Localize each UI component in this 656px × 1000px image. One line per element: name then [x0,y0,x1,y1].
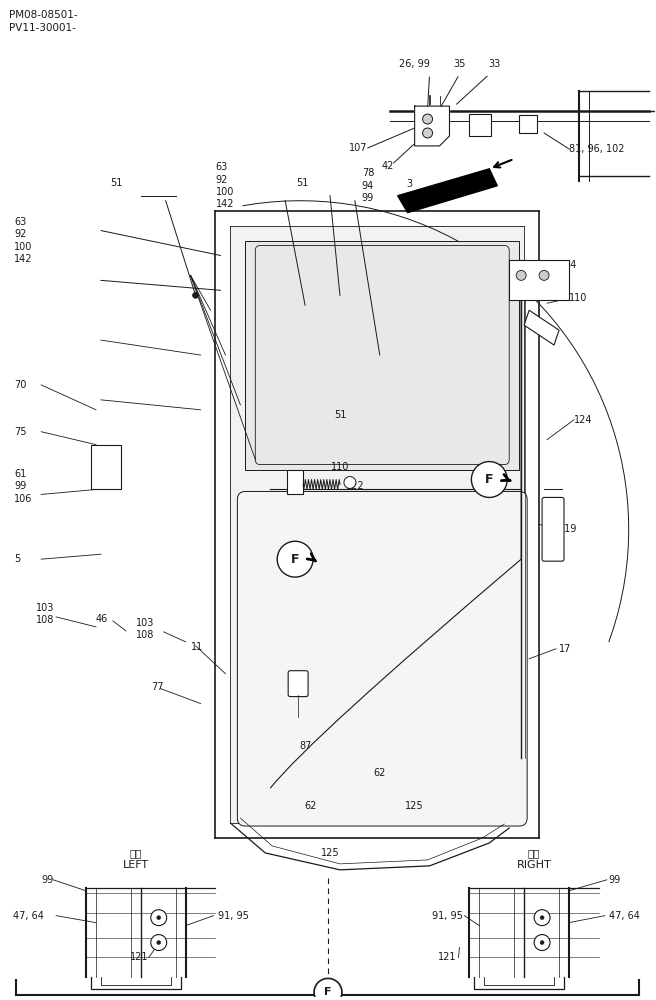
Text: 125: 125 [405,801,424,811]
Circle shape [151,935,167,951]
Text: F: F [291,553,299,566]
Circle shape [422,128,432,138]
Text: 125: 125 [321,848,339,858]
Text: 121: 121 [438,952,457,962]
Text: 35: 35 [453,59,466,69]
Text: 47, 64: 47, 64 [13,911,44,921]
Text: LEFT: LEFT [123,860,149,870]
FancyBboxPatch shape [542,497,564,561]
Circle shape [516,270,526,280]
Bar [245,241,519,470]
Text: 77: 77 [151,682,163,692]
Bar [470,114,491,136]
Circle shape [540,941,544,945]
Text: 左側: 左側 [130,848,142,858]
Circle shape [539,270,549,280]
Text: 70: 70 [14,380,27,390]
Text: 121: 121 [131,952,149,962]
Circle shape [534,910,550,926]
Polygon shape [398,169,497,213]
Text: 右側: 右側 [528,848,541,858]
Text: 51: 51 [296,178,308,188]
Bar [509,260,569,300]
Text: 103
108: 103 108 [136,618,154,640]
Text: RIGHT: RIGHT [517,860,552,870]
Circle shape [314,978,342,1000]
Text: 11: 11 [191,642,203,652]
Circle shape [277,541,313,577]
Circle shape [337,292,343,298]
Circle shape [534,935,550,951]
Circle shape [151,910,167,926]
Text: 75: 75 [14,427,27,437]
Text: F: F [485,473,493,486]
Text: 62: 62 [374,768,386,778]
Text: F: F [324,987,332,997]
Text: 119: 119 [559,524,577,534]
Text: 91, 95: 91, 95 [432,911,462,921]
Text: 78
94
99: 78 94 99 [362,168,374,203]
Text: 47, 64: 47, 64 [609,911,640,921]
Circle shape [377,352,382,358]
Text: 62: 62 [304,801,316,811]
Circle shape [422,114,432,124]
Text: 110: 110 [331,462,349,472]
Bar [91,445,121,489]
Text: 114: 114 [559,260,577,270]
Text: 33: 33 [488,59,501,69]
Text: 81, 96, 102: 81, 96, 102 [569,144,625,154]
Polygon shape [415,106,449,146]
Circle shape [193,292,199,298]
FancyBboxPatch shape [237,491,527,826]
Bar [230,226,524,823]
Text: 3: 3 [407,179,413,189]
Text: 63
92
100
142: 63 92 100 142 [14,217,33,264]
Circle shape [472,462,507,497]
Text: 124: 124 [574,415,592,425]
Circle shape [540,916,544,920]
Text: 99: 99 [609,875,621,885]
Text: 26, 99: 26, 99 [400,59,430,69]
Text: 99: 99 [41,875,53,885]
Text: PM08-08501-
PV11-30001-: PM08-08501- PV11-30001- [9,10,78,33]
Text: 103
108: 103 108 [36,603,54,625]
Text: 63
92
100
142: 63 92 100 142 [215,162,234,209]
Bar [519,115,537,133]
Text: 110: 110 [569,293,587,303]
Text: 91, 95: 91, 95 [218,911,249,921]
Text: 51: 51 [110,178,122,188]
Text: 42: 42 [381,161,394,171]
Circle shape [157,941,161,945]
Text: 17: 17 [559,644,571,654]
Text: 87: 87 [299,741,312,751]
Polygon shape [524,310,559,345]
Circle shape [302,302,308,308]
Bar [287,470,303,494]
Text: 122: 122 [346,481,364,491]
Text: 107: 107 [350,143,368,153]
Circle shape [157,916,161,920]
Text: 61
99
106: 61 99 106 [14,469,33,504]
Circle shape [344,477,356,488]
Text: 51: 51 [334,410,346,420]
FancyBboxPatch shape [288,671,308,697]
Text: 46: 46 [96,614,108,624]
Text: 5: 5 [14,554,20,564]
